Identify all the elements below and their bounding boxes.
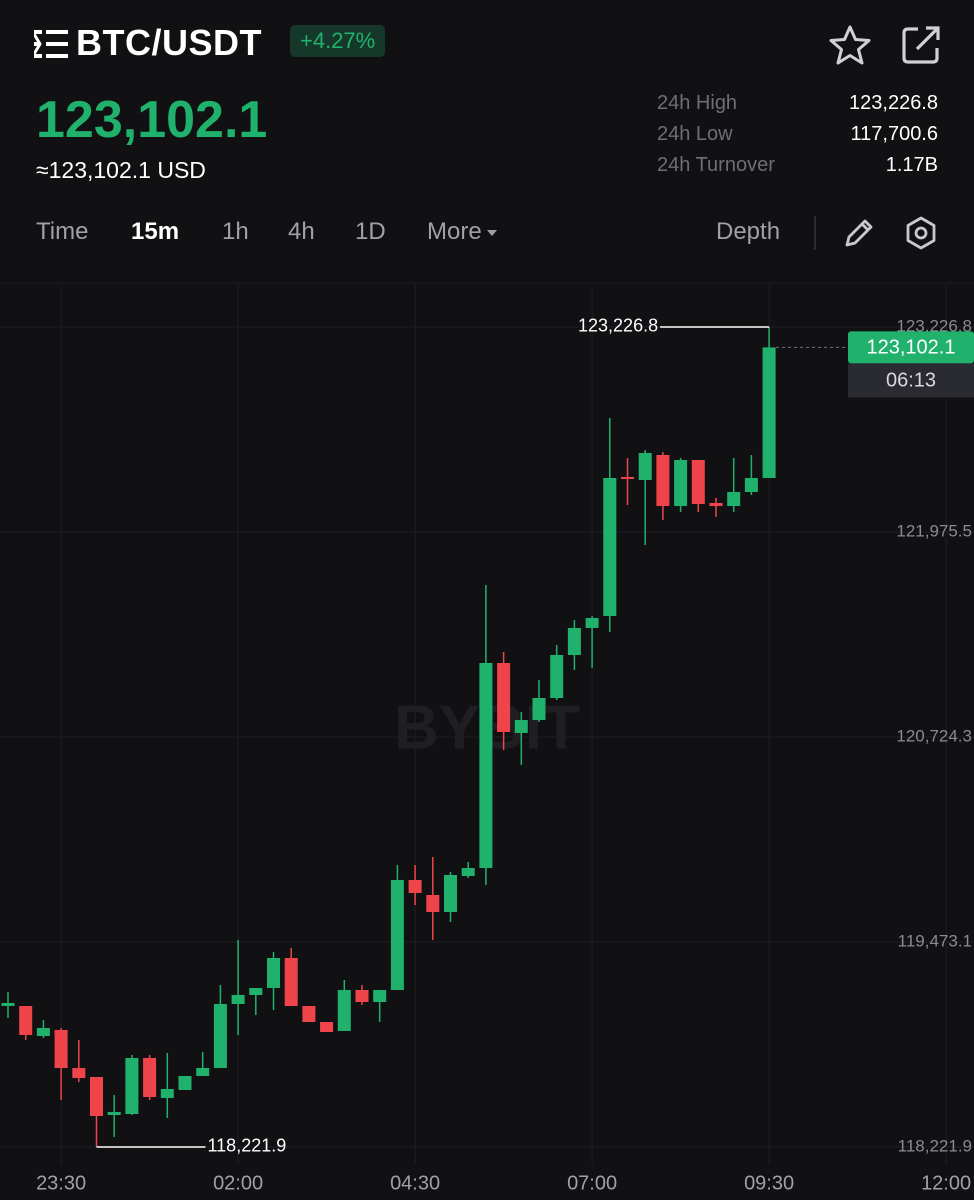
candle-body xyxy=(36,1027,50,1036)
candle-body xyxy=(727,491,741,506)
change-badge: +4.27% xyxy=(290,25,386,57)
y-tick-label: 119,473.1 xyxy=(898,931,972,950)
price-usd: ≈123,102.1 USD xyxy=(36,157,206,183)
candle-body xyxy=(125,1057,139,1114)
candle-body xyxy=(550,654,564,698)
candle-body xyxy=(1,1002,15,1006)
candle-body xyxy=(567,627,581,655)
interval-tab[interactable]: 15m xyxy=(131,218,180,245)
candle-body xyxy=(497,663,511,732)
candle-body xyxy=(284,958,298,1006)
candle-body xyxy=(337,989,351,1031)
y-tick-label: 123,226.8 xyxy=(896,316,972,335)
candle-body xyxy=(213,1003,227,1068)
candle-body xyxy=(674,460,688,506)
candle-body xyxy=(514,719,528,733)
candle-body xyxy=(479,663,493,869)
stat-value: 117,700.6 xyxy=(850,123,939,145)
x-tick-label: 02:00 xyxy=(213,1172,263,1194)
interval-tab[interactable]: 4h xyxy=(288,218,315,245)
x-tick-label: 04:30 xyxy=(390,1172,440,1194)
stat-label: 24h High xyxy=(657,92,738,114)
candle-body xyxy=(603,477,617,616)
last-price: 123,102.1 xyxy=(36,91,268,149)
candle-body xyxy=(249,988,263,995)
interval-tab[interactable]: Time xyxy=(36,218,89,245)
candle-body xyxy=(160,1088,174,1098)
candle-body xyxy=(390,879,404,990)
candle-body xyxy=(408,879,422,893)
interval-tab[interactable]: 1h xyxy=(222,218,249,245)
candle-body xyxy=(231,994,245,1004)
draw-icon[interactable] xyxy=(842,216,876,250)
candle-body xyxy=(656,454,670,506)
candle-body xyxy=(532,697,546,720)
candle-body xyxy=(638,452,652,480)
interval-tab[interactable]: More xyxy=(427,218,497,246)
candle-body xyxy=(267,958,280,989)
x-tick-label: 09:30 xyxy=(744,1172,794,1194)
y-tick-label: 121,975.5 xyxy=(896,521,972,540)
candle-body xyxy=(54,1029,68,1068)
candle-body xyxy=(621,476,634,479)
candle-body xyxy=(426,894,440,912)
x-tick-label: 23:30 xyxy=(36,1172,86,1194)
candle-body xyxy=(302,1005,316,1022)
candle-body xyxy=(762,347,776,478)
candle-body xyxy=(143,1057,157,1097)
stat-label: 24h Low xyxy=(657,123,733,145)
separator xyxy=(814,216,816,250)
menu-icon[interactable] xyxy=(34,30,68,58)
last-price-tag xyxy=(848,331,974,364)
candle-body xyxy=(355,989,369,1002)
candle-body xyxy=(691,460,705,504)
countdown: 06:13 xyxy=(886,370,936,392)
candle-body xyxy=(178,1076,192,1090)
candle-body xyxy=(196,1067,210,1077)
symbol[interactable]: BTC/USDT xyxy=(76,22,262,63)
candle-body xyxy=(107,1111,121,1115)
x-tick-label: 12:00 xyxy=(921,1172,971,1194)
depth-button[interactable]: Depth xyxy=(716,218,781,245)
candle-body xyxy=(444,874,457,912)
candle-body xyxy=(72,1067,86,1078)
candle-body xyxy=(585,617,599,628)
stat-value: 123,226.8 xyxy=(849,92,938,114)
interval-tab[interactable]: 1D xyxy=(355,218,386,245)
candle-body xyxy=(320,1021,334,1032)
y-tick-label: 120,724.3 xyxy=(896,726,972,745)
y-tick-label: 118,221.9 xyxy=(898,1136,972,1155)
candle-body xyxy=(90,1077,103,1116)
stat-label: 24h Turnover xyxy=(657,154,775,176)
settings-icon[interactable] xyxy=(903,215,939,251)
candle-body xyxy=(709,502,723,506)
candle-body xyxy=(373,989,387,1002)
share-icon[interactable] xyxy=(900,24,942,66)
stat-value: 1.17B xyxy=(885,154,938,176)
low-marker-label: 118,221.9 xyxy=(208,1136,287,1156)
candle-body xyxy=(461,868,475,876)
high-marker-label: 123,226.8 xyxy=(578,316,658,336)
x-tick-label: 07:00 xyxy=(567,1172,617,1194)
countdown-tag xyxy=(848,363,974,398)
candle-body xyxy=(19,1005,33,1035)
last-price-label: 123,102.1 xyxy=(867,337,956,359)
candle-body xyxy=(744,477,758,492)
favorite-icon[interactable] xyxy=(828,24,872,66)
